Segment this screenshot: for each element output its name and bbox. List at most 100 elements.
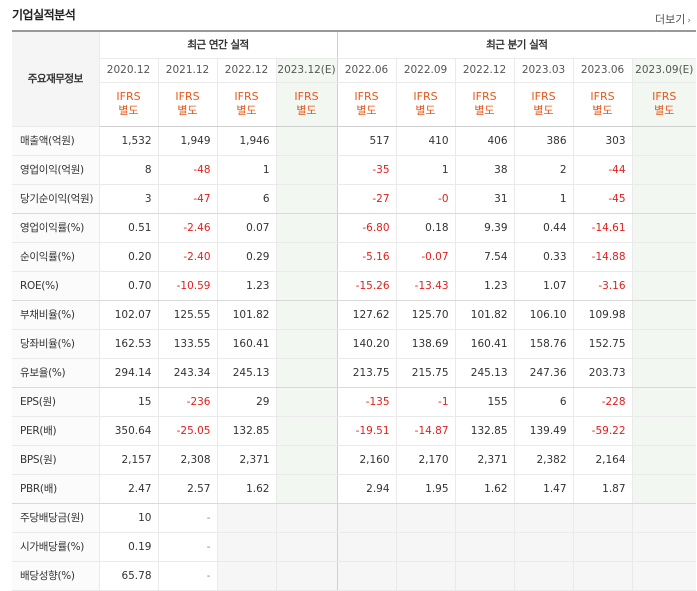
ifrs-label: IFRS [531, 90, 556, 103]
table-cell: -3.16 [572, 271, 633, 301]
table-cell: -2.40 [157, 242, 217, 272]
table-cell [395, 503, 456, 533]
separate-label: 별도 [474, 104, 495, 117]
period-header: 2023.12(E) [275, 58, 338, 83]
row-label: 당기순이익(억원) [12, 184, 99, 214]
table-cell: -59.22 [572, 416, 633, 446]
table-cell: -14.87 [395, 416, 456, 446]
table-cell: 65.78 [98, 561, 158, 591]
table-cell: 160.41 [454, 329, 515, 359]
table-cell [395, 532, 456, 562]
table-cell: 410 [395, 126, 456, 156]
table-cell: 1.62 [216, 474, 276, 504]
table-cell [216, 503, 276, 533]
table-cell: 152.75 [572, 329, 633, 359]
ifrs-standard-label: IFRS 별도 [454, 82, 515, 127]
table-cell: 1,949 [157, 126, 217, 156]
row-label: 매출액(억원) [12, 126, 99, 156]
table-cell [336, 532, 397, 562]
table-cell: -14.61 [572, 213, 633, 243]
table-cell [631, 271, 697, 301]
row-label: BPS(원) [12, 445, 99, 475]
table-cell: 102.07 [98, 300, 158, 330]
more-link[interactable]: 더보기 › [655, 11, 691, 27]
separate-label: 별도 [296, 104, 317, 117]
table-row: BPS(원) 2,157 2,308 2,371 2,160 2,170 2,371 2,38… [12, 445, 697, 475]
table-cell: 2,164 [572, 445, 633, 475]
table-cell: 294.14 [98, 358, 158, 388]
separate-label: 별도 [118, 104, 139, 117]
table-cell: 1.47 [513, 474, 574, 504]
table-cell [336, 561, 397, 591]
table-cell: 303 [572, 126, 633, 156]
table-cell [631, 532, 697, 562]
table-cell: -19.51 [336, 416, 397, 446]
table-cell [631, 184, 697, 214]
separate-label: 별도 [356, 104, 377, 117]
table-row: 주당배당금(원) 10- [12, 503, 697, 533]
table-cell: 1 [395, 155, 456, 185]
table-cell [336, 503, 397, 533]
table-cell [572, 561, 633, 591]
ifrs-standard-label: IFRS 별도 [513, 82, 574, 127]
table-cell [275, 155, 338, 185]
table-cell: 1.95 [395, 474, 456, 504]
table-cell [631, 416, 697, 446]
period-header: 2021.12 [157, 58, 217, 83]
ifrs-label: IFRS [354, 90, 379, 103]
table-cell: 132.85 [454, 416, 515, 446]
table-cell [513, 503, 574, 533]
table-cell: 101.82 [454, 300, 515, 330]
table-cell [275, 416, 338, 446]
table-cell: 0.20 [98, 242, 158, 272]
table-cell: -27 [336, 184, 397, 214]
period-header: 2022.06 [336, 58, 397, 83]
table-cell: 138.69 [395, 329, 456, 359]
table-cell [631, 561, 697, 591]
separate-label: 별도 [415, 104, 436, 117]
period-header: 2022.12 [454, 58, 515, 83]
section-title: 기업실적분석 [12, 8, 76, 22]
table-cell: -135 [336, 387, 397, 417]
table-cell [454, 561, 515, 591]
table-cell: 31 [454, 184, 515, 214]
table-cell: 2,160 [336, 445, 397, 475]
table-cell: 2.57 [157, 474, 217, 504]
row-label: 부채비율(%) [12, 300, 99, 330]
table-cell [275, 474, 338, 504]
table-cell: 2.47 [98, 474, 158, 504]
table-cell: 162.53 [98, 329, 158, 359]
table-cell: 350.64 [98, 416, 158, 446]
table-cell: 1.07 [513, 271, 574, 301]
quarter-group-header: 최근 분기 실적 [336, 30, 697, 59]
table-cell: -5.16 [336, 242, 397, 272]
table-cell: 140.20 [336, 329, 397, 359]
table-cell [631, 503, 697, 533]
ifrs-standard-label: IFRS 별도 [157, 82, 217, 127]
table-cell [513, 532, 574, 562]
table-cell [631, 300, 697, 330]
table-cell: -25.05 [157, 416, 217, 446]
table-cell: -0.07 [395, 242, 456, 272]
table-cell [631, 126, 697, 156]
table-cell: 106.10 [513, 300, 574, 330]
ifrs-standard-label: IFRS 별도 [98, 82, 158, 127]
financial-summary-table: 주요재무정보 최근 연간 실적 최근 분기 실적 2020.12 2021.12 2… [12, 30, 697, 591]
ifrs-label: IFRS [413, 90, 438, 103]
ifrs-standard-label: IFRS 별도 [395, 82, 456, 127]
more-link-label: 더보기 [655, 13, 686, 26]
period-header: 2023.03 [513, 58, 574, 83]
separate-label: 별도 [654, 104, 675, 117]
table-row: 당좌비율(%) 162.53 133.55 160.41 140.20 138.69 160… [12, 329, 697, 359]
table-cell: -48 [157, 155, 217, 185]
ifrs-standard-label: IFRS 별도 [216, 82, 276, 127]
ifrs-label: IFRS [652, 90, 677, 103]
table-cell: 2,170 [395, 445, 456, 475]
table-cell: 1.62 [454, 474, 515, 504]
table-row: PER(배) 350.64 -25.05 132.85 -19.51 -14.87 132.… [12, 416, 697, 446]
table-cell: 6 [216, 184, 276, 214]
table-cell [275, 271, 338, 301]
table-cell: 125.70 [395, 300, 456, 330]
annual-group-header: 최근 연간 실적 [98, 30, 338, 59]
row-label: ROE(%) [12, 271, 99, 301]
